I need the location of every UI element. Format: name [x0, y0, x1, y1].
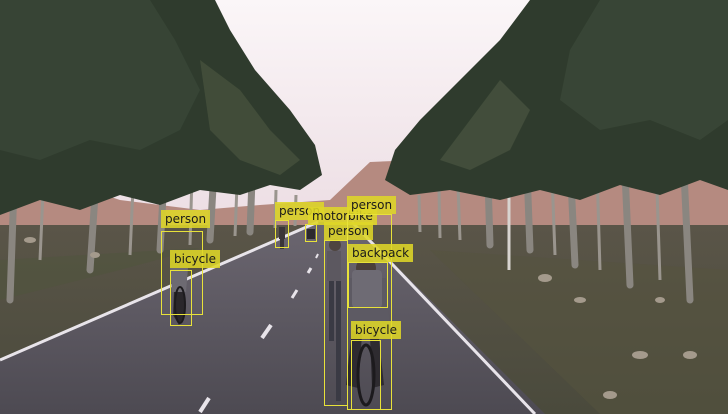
detection-label-bicycle-left: bicycle — [170, 250, 220, 268]
detection-label-backpack: backpack — [348, 244, 414, 262]
detection-label-person-rider: person — [347, 196, 397, 214]
detection-label-bicycle-main: bicycle — [351, 321, 401, 339]
detection-label-person-left: person — [161, 210, 211, 228]
detection-label-person-center: person — [324, 222, 374, 240]
